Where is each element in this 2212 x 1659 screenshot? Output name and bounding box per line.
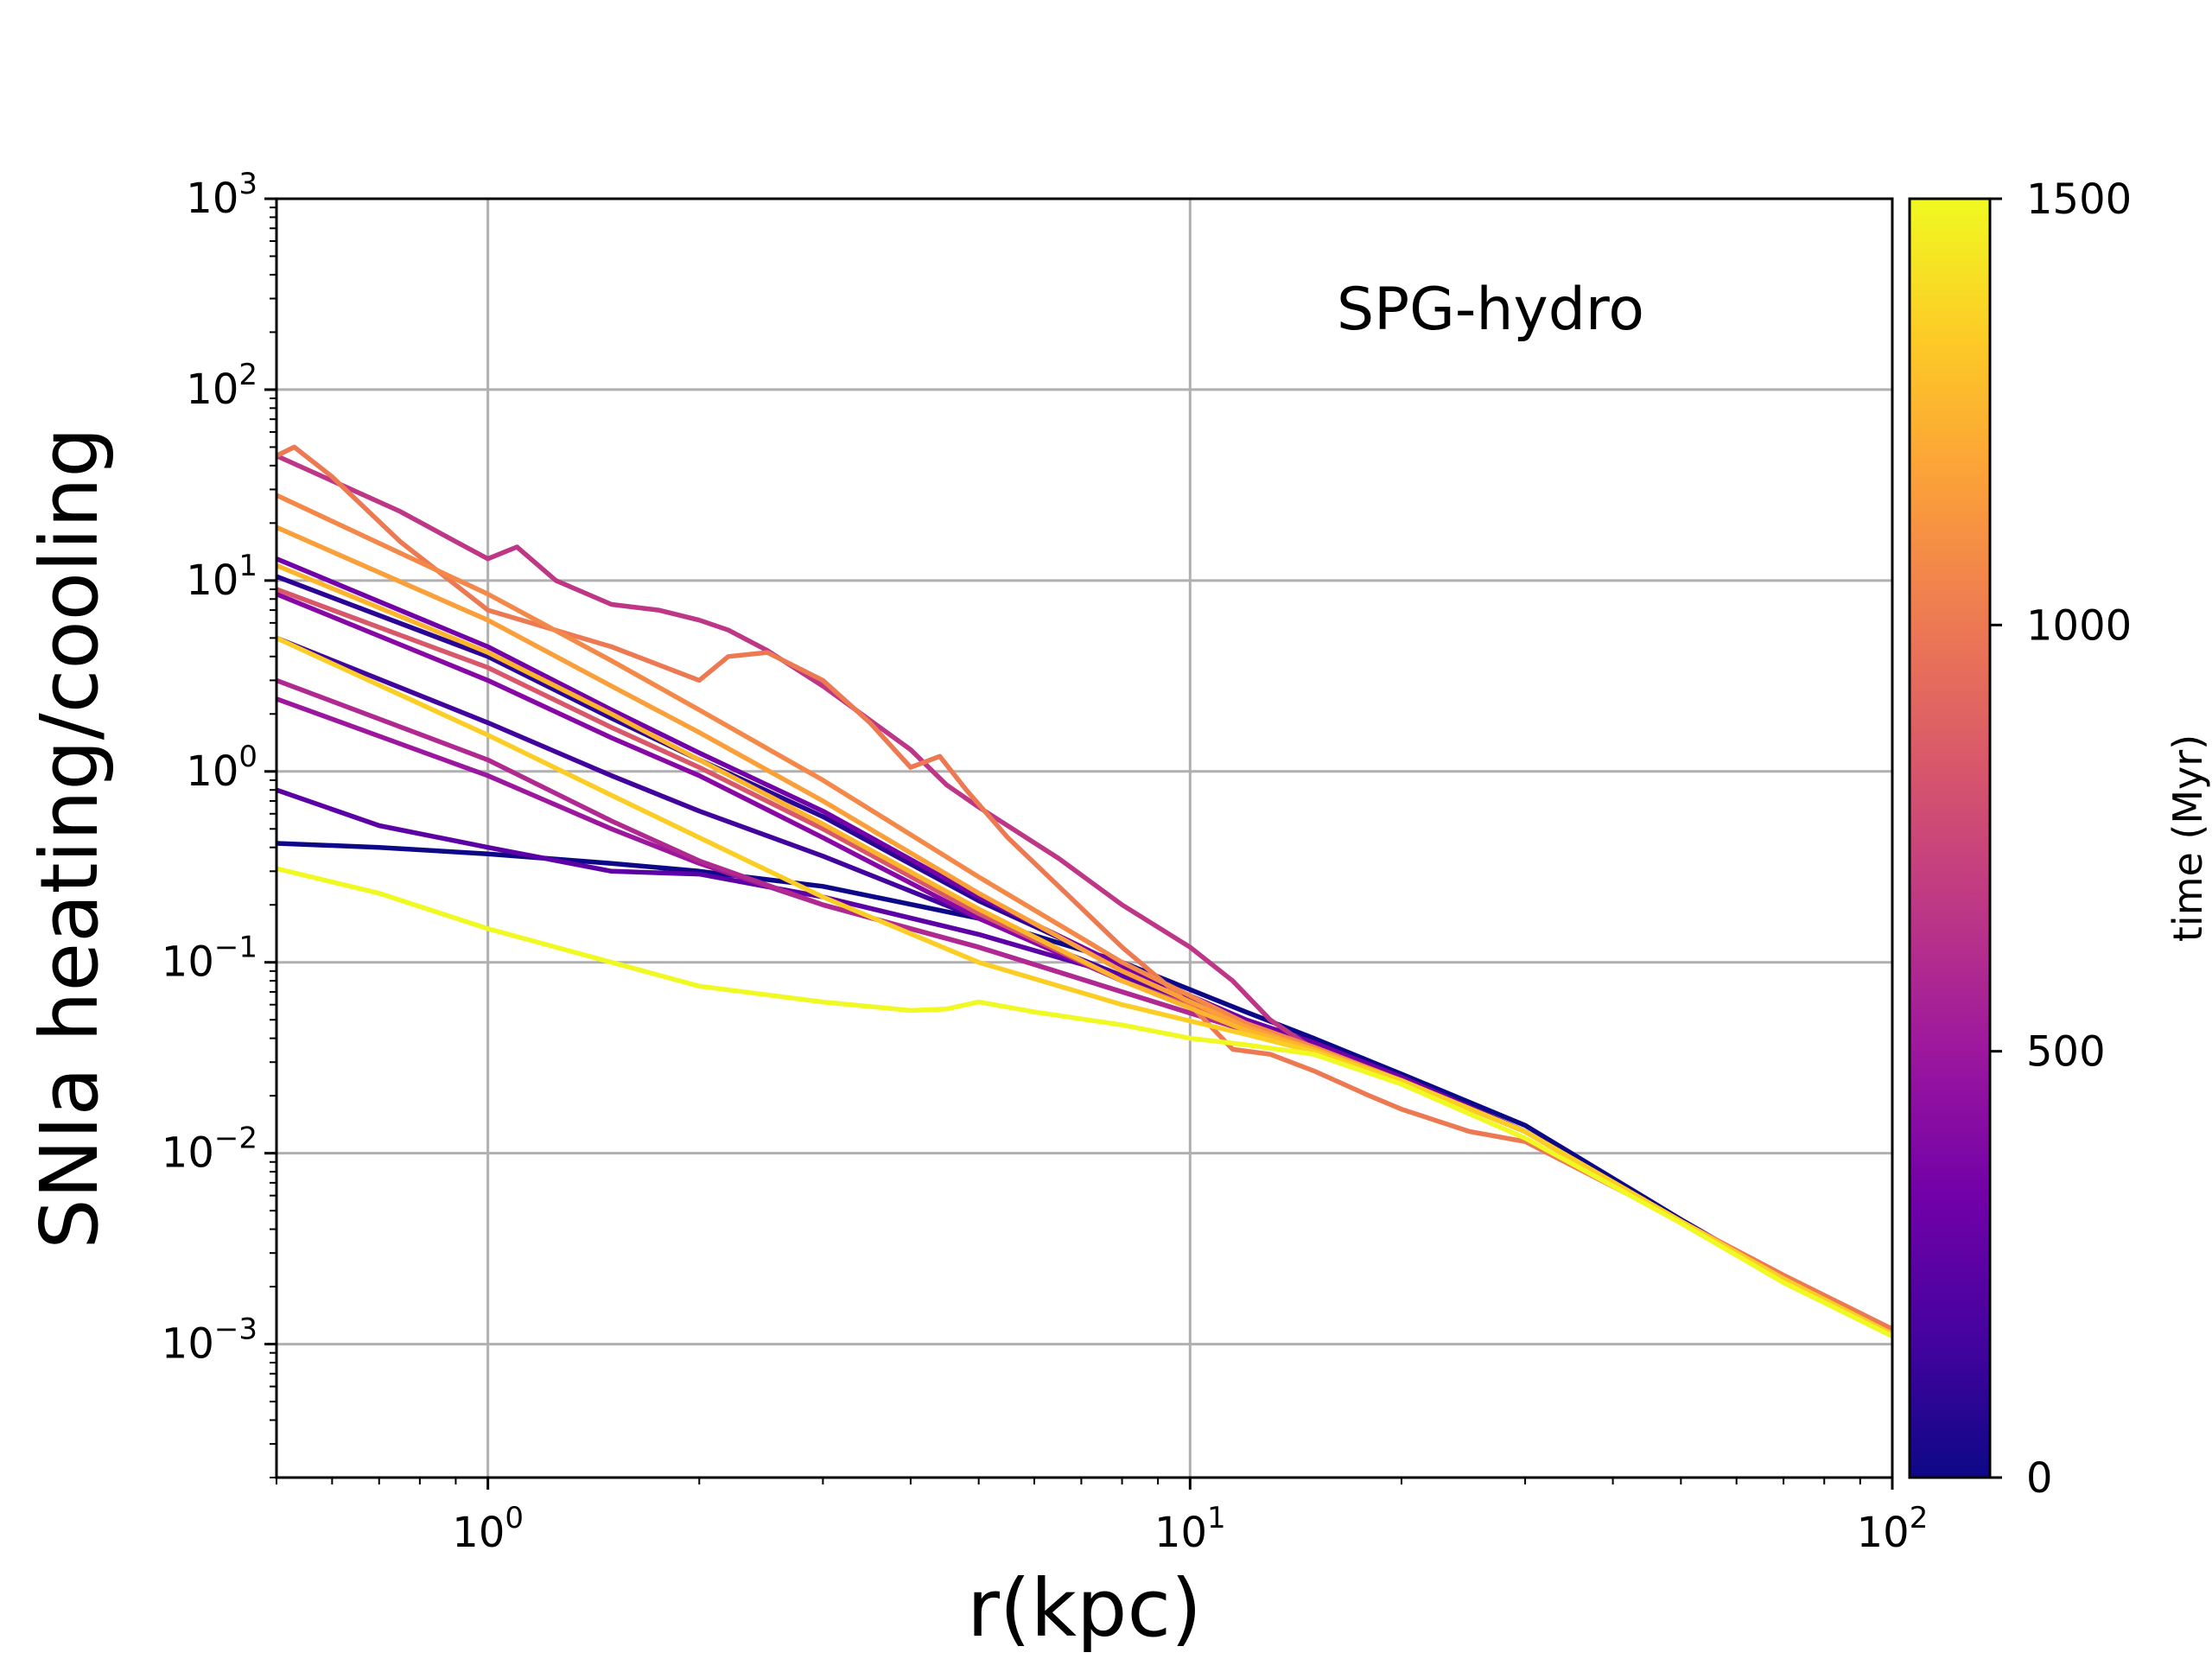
colorbar-tick-label: 0 xyxy=(2026,1454,2053,1503)
x-axis-label: r(kpc) xyxy=(967,1562,1202,1655)
y-axis: 10−3 10−2 10−1 100 101 102 103 xyxy=(162,167,276,1478)
colorbar-tick-label: 1500 xyxy=(2026,175,2132,224)
grid xyxy=(276,199,1892,1478)
x-tick-label: 100 xyxy=(452,1501,524,1557)
y-axis-label: SNIa heating/cooling xyxy=(23,427,116,1249)
colorbar: 0 500 1000 1500 time (Myr) xyxy=(1908,175,2211,1503)
y-tick-label: 102 xyxy=(186,358,257,414)
x-tick-label: 102 xyxy=(1857,1501,1929,1557)
colorbar-label: time (Myr) xyxy=(2164,734,2211,942)
colorbar-ticks: 0 500 1000 1500 xyxy=(1990,175,2132,1503)
series-layer xyxy=(276,444,1892,1339)
x-tick-label: 101 xyxy=(1154,1501,1226,1557)
series-line xyxy=(276,866,1892,1339)
y-tick-label: 100 xyxy=(186,740,257,796)
chart-annotation: SPG-hydro xyxy=(1337,276,1644,344)
colorbar-gradient xyxy=(1910,199,1990,1478)
x-axis: 100 101 102 xyxy=(276,1478,1928,1557)
y-tick-label: 10−3 xyxy=(162,1313,257,1369)
y-tick-label: 103 xyxy=(186,167,257,223)
colorbar-tick-label: 500 xyxy=(2026,1028,2106,1077)
plot-background xyxy=(276,199,1892,1478)
y-tick-label: 10−1 xyxy=(162,931,257,987)
y-tick-label: 101 xyxy=(186,549,257,605)
colorbar-tick-label: 1000 xyxy=(2026,601,2132,650)
colorbar-frame xyxy=(1908,197,1992,1479)
y-tick-label: 10−2 xyxy=(162,1122,257,1178)
plot-frame xyxy=(275,197,1894,1479)
